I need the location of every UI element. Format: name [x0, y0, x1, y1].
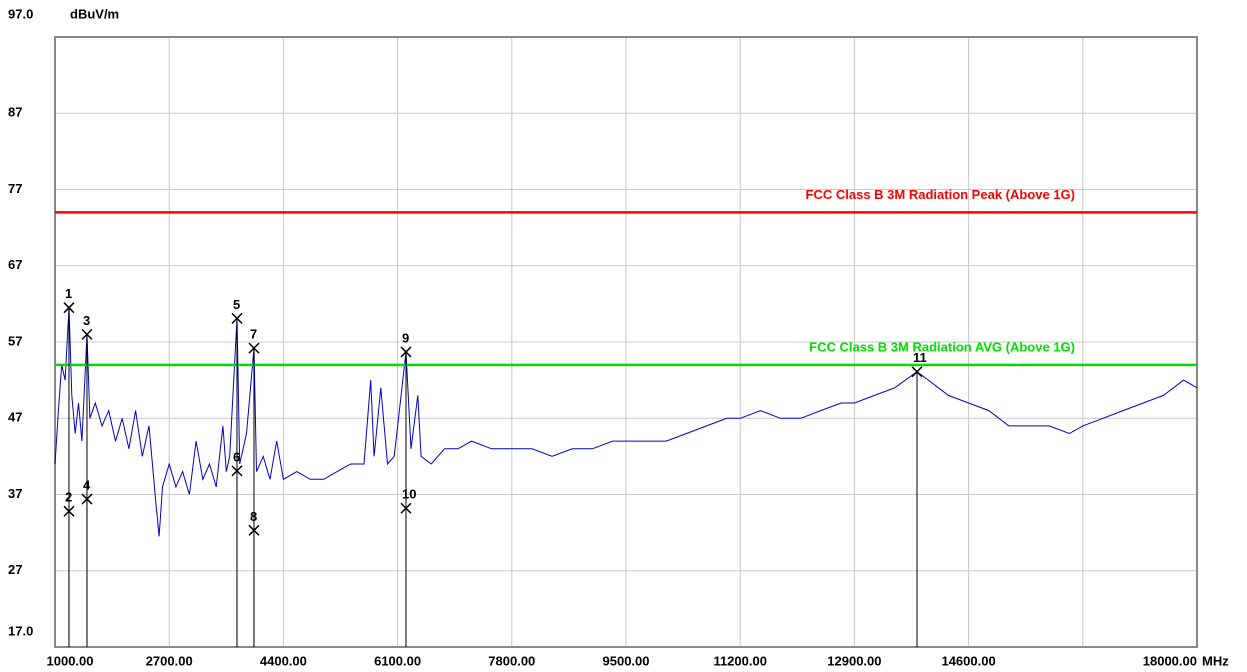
marker-label: 3	[83, 313, 90, 328]
marker	[81, 493, 93, 505]
marker-label: 1	[65, 286, 72, 301]
marker-label: 11	[913, 350, 927, 365]
x-tick-label: 18000.00	[1143, 653, 1197, 668]
marker	[400, 502, 412, 514]
marker	[248, 342, 260, 354]
y-tick-label: 17.0	[8, 623, 33, 638]
y-tick-label: 37	[8, 486, 22, 501]
x-tick-label: 12900.00	[827, 653, 881, 668]
y-tick-label: 57	[8, 333, 22, 348]
limit-label: FCC Class B 3M Radiation Peak (Above 1G)	[806, 187, 1075, 202]
y-tick-label: 47	[8, 410, 22, 425]
plot-border	[54, 36, 1198, 648]
x-unit: MHz	[1202, 653, 1229, 668]
x-tick-label: 2700.00	[146, 653, 193, 668]
marker-label: 5	[233, 297, 240, 312]
marker	[248, 524, 260, 536]
marker	[911, 366, 923, 378]
marker	[63, 302, 75, 314]
limit-label: FCC Class B 3M Radiation AVG (Above 1G)	[809, 339, 1075, 354]
x-tick-label: 6100.00	[374, 653, 421, 668]
marker	[231, 312, 243, 324]
marker	[63, 505, 75, 517]
marker-label: 8	[250, 509, 257, 524]
marker	[81, 328, 93, 340]
y-tick-label: 27	[8, 562, 22, 577]
y-tick-label: 97.0	[8, 6, 33, 21]
y-tick-label: 77	[8, 181, 22, 196]
marker-label: 10	[402, 487, 416, 502]
y-unit: dBuV/m	[70, 6, 119, 21]
marker-label: 6	[233, 449, 240, 464]
x-tick-label: 11200.00	[713, 653, 767, 668]
y-tick-label: 87	[8, 105, 22, 120]
marker	[231, 465, 243, 477]
y-tick-label: 67	[8, 257, 22, 272]
marker-label: 9	[402, 330, 409, 345]
x-tick-label: 7800.00	[488, 653, 535, 668]
marker-label: 2	[65, 490, 72, 505]
x-tick-label: 9500.00	[603, 653, 650, 668]
spectrum-line	[54, 307, 1198, 537]
x-tick-label: 1000.00	[47, 653, 94, 668]
marker-label: 4	[83, 478, 91, 493]
x-tick-label: 14600.00	[941, 653, 995, 668]
marker-label: 7	[250, 327, 257, 342]
x-tick-label: 4400.00	[260, 653, 307, 668]
marker	[400, 346, 412, 358]
